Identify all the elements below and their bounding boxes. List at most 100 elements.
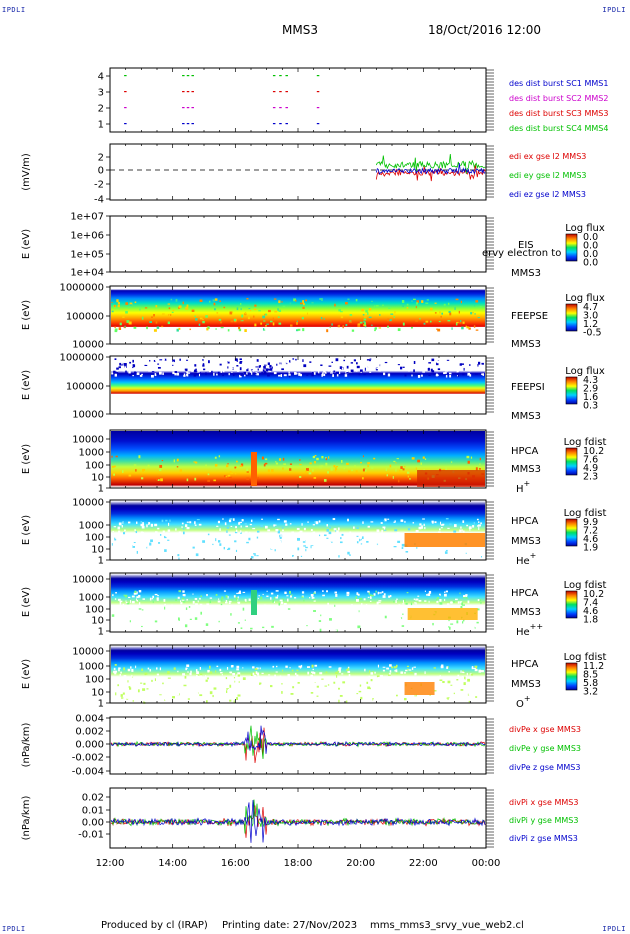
spectrogram-texture [371, 625, 375, 627]
spectrogram-texture [462, 679, 465, 682]
spectrogram-texture [160, 676, 163, 678]
spectrogram-texture [363, 620, 367, 623]
spectrogram-texture [138, 556, 142, 559]
spacecraft-label: MMS3 [511, 268, 541, 279]
spectrogram-texture [164, 549, 167, 552]
spectrogram-texture [355, 470, 358, 474]
spectrogram-texture [437, 676, 440, 679]
spectrogram-texture [399, 617, 402, 621]
spectrogram-texture [437, 328, 441, 332]
spectrogram-texture [242, 607, 245, 611]
spectrogram-texture [276, 665, 278, 668]
spectrogram-texture [161, 613, 165, 617]
spectrogram-texture [265, 313, 268, 316]
spectrogram-texture [290, 693, 294, 695]
spectrogram-texture [148, 370, 152, 372]
spectrogram-texture [325, 363, 327, 366]
spectrogram-texture [163, 358, 165, 361]
spectrogram-texture [334, 591, 338, 594]
spectrogram-texture [197, 533, 199, 537]
spectrogram-texture [328, 626, 331, 630]
spectrogram-texture [339, 628, 342, 631]
spectrogram-texture [190, 358, 193, 362]
spectrogram-texture [114, 671, 117, 675]
spectrogram-texture [361, 539, 365, 543]
spectrogram-texture [275, 596, 279, 599]
spectrogram-texture [172, 364, 174, 366]
spectrogram-texture [363, 321, 366, 323]
spectrogram-texture [253, 684, 256, 688]
spectrogram-texture [346, 591, 350, 595]
spectrogram-texture [303, 545, 306, 547]
spectrogram-texture [389, 464, 392, 468]
spectrogram-texture [246, 551, 249, 553]
spectrogram-texture [290, 358, 293, 362]
legend-label: des dist burst SC3 MMS3 [509, 109, 608, 118]
spectrogram-texture [313, 476, 317, 479]
spectrogram-texture [186, 598, 188, 601]
spectrogram-texture [311, 546, 314, 549]
spectrogram-texture [267, 605, 270, 608]
y-tick-label: 100 [85, 533, 104, 544]
spectrogram-texture [222, 542, 225, 546]
spectrogram-texture [226, 690, 228, 694]
spectrogram-texture [263, 320, 266, 322]
spectrogram-texture [318, 520, 321, 523]
spectrogram-texture [150, 316, 154, 318]
spectrogram-texture [153, 684, 156, 687]
spectrogram-texture [278, 546, 280, 550]
spectrogram-texture [475, 361, 478, 364]
spectrogram-texture [233, 680, 236, 683]
spectrogram-texture [460, 670, 462, 674]
spectrogram-texture [143, 611, 147, 614]
spectrogram-texture [212, 694, 214, 698]
spectrogram-texture [212, 362, 214, 365]
spectrogram-texture [462, 604, 466, 606]
spectrogram-texture [251, 372, 253, 375]
spectrogram-texture [128, 686, 131, 688]
spectrogram-texture [113, 526, 117, 528]
spectrogram-texture [341, 460, 343, 463]
spectrogram-texture [397, 677, 400, 681]
y-axis-label: E (eV) [21, 370, 32, 400]
spectrogram-texture [186, 373, 188, 376]
spectrogram-texture [227, 538, 230, 542]
spectrogram-texture [370, 596, 372, 599]
spectrogram-texture [218, 620, 220, 623]
spectrogram-texture [209, 671, 213, 674]
spectrogram-texture [283, 696, 286, 700]
spectrogram-texture [457, 372, 460, 376]
spectrogram-texture [382, 687, 385, 691]
spectrogram-texture [115, 592, 117, 594]
spectrogram-texture [130, 600, 132, 603]
spectrogram-texture [469, 528, 471, 531]
spectrogram-texture [329, 326, 331, 328]
spectrogram-texture [250, 688, 253, 692]
spectrogram-texture [347, 551, 350, 555]
spectrogram-texture [406, 363, 410, 367]
spectrogram-texture [415, 598, 419, 601]
spectrogram-texture [464, 676, 466, 680]
spectrogram-texture [199, 673, 203, 676]
spectrogram-texture [185, 607, 188, 610]
spectrogram-texture [149, 359, 151, 362]
spectrogram-texture [350, 362, 354, 364]
spectrogram-texture [287, 699, 289, 703]
spectrogram-texture [348, 666, 350, 669]
spectrogram-texture [279, 599, 283, 602]
colorbar-value: 1.6 [583, 392, 598, 403]
y-tick-label: 0.002 [75, 727, 104, 738]
spectrogram-texture [161, 607, 163, 611]
spectrogram-texture [461, 326, 464, 330]
spectrogram-texture [213, 302, 216, 306]
spectrogram-texture [141, 613, 145, 617]
spectrogram-texture [197, 600, 199, 603]
spectrogram-texture [349, 615, 352, 618]
spectrogram-texture [270, 552, 272, 555]
spectrogram-texture [124, 627, 126, 630]
spectrogram-texture [220, 326, 224, 329]
spectrogram-texture [439, 675, 441, 678]
spectrogram-texture [244, 619, 246, 621]
spectrogram-texture [430, 368, 433, 372]
spectrogram-texture [252, 616, 255, 619]
